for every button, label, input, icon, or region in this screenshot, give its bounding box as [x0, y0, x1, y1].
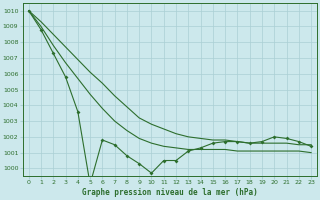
X-axis label: Graphe pression niveau de la mer (hPa): Graphe pression niveau de la mer (hPa) — [82, 188, 258, 197]
